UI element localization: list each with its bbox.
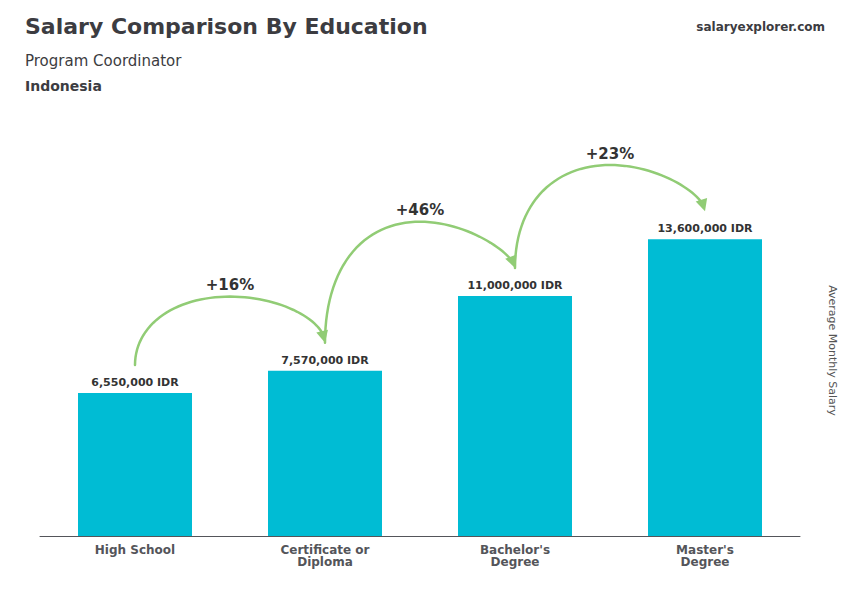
svg-text:7,570,000 IDR: 7,570,000 IDR: [281, 354, 369, 367]
svg-text:Degree: Degree: [681, 555, 730, 569]
svg-text:+16%: +16%: [206, 276, 254, 294]
svg-text:6,550,000 IDR: 6,550,000 IDR: [91, 376, 179, 389]
svg-text:Program Coordinator: Program Coordinator: [25, 52, 182, 70]
svg-text:+23%: +23%: [586, 145, 634, 163]
svg-text:Bachelor's: Bachelor's: [479, 543, 551, 557]
svg-text:Indonesia: Indonesia: [25, 78, 102, 94]
svg-text:High School: High School: [95, 543, 175, 557]
svg-text:Average Monthly Salary: Average Monthly Salary: [826, 285, 839, 416]
svg-text:Certificate or: Certificate or: [280, 543, 370, 557]
svg-text:Diploma: Diploma: [297, 555, 353, 569]
svg-text:+46%: +46%: [396, 201, 444, 219]
svg-text:salaryexplorer.com: salaryexplorer.com: [696, 20, 825, 34]
svg-text:Degree: Degree: [491, 555, 540, 569]
svg-text:11,000,000 IDR: 11,000,000 IDR: [467, 279, 563, 292]
svg-text:13,600,000 IDR: 13,600,000 IDR: [657, 222, 753, 235]
svg-text:Salary Comparison By Education: Salary Comparison By Education: [25, 14, 428, 39]
svg-text:Master's: Master's: [676, 543, 734, 557]
